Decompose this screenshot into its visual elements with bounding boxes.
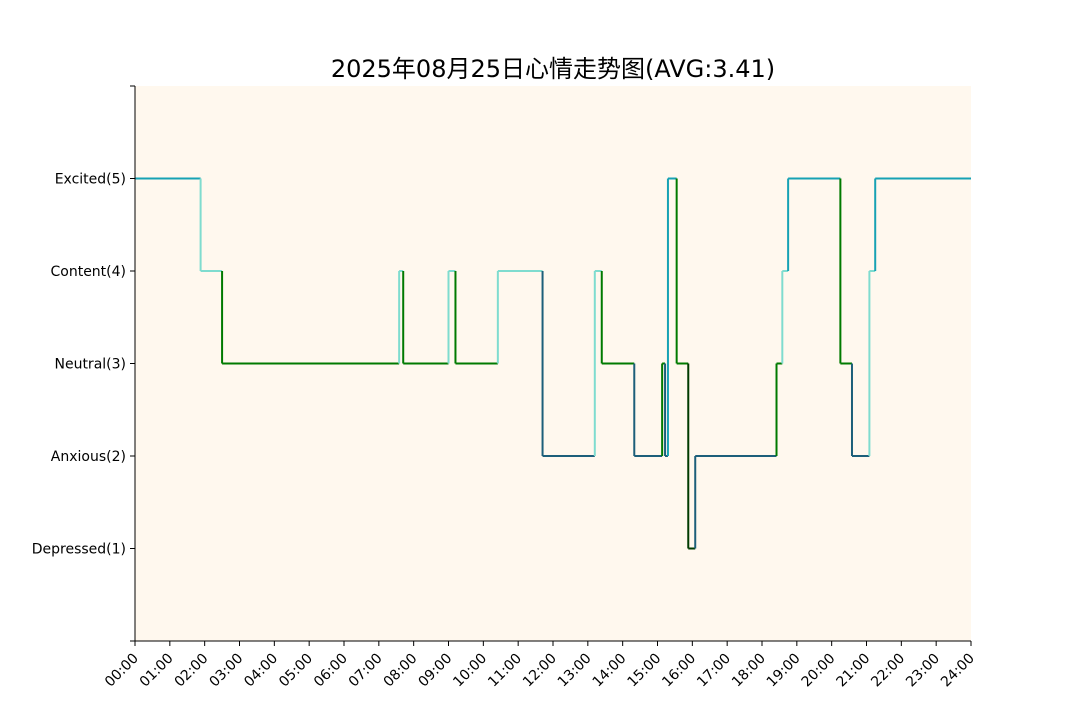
x-tick-label: 01:00 (137, 651, 177, 691)
x-tick-label: 07:00 (346, 651, 386, 691)
x-tick-label: 00:00 (102, 651, 142, 691)
chart-title: 2025年08月25日心情走势图(AVG:3.41) (331, 55, 775, 83)
x-tick-label: 18:00 (729, 651, 769, 691)
x-tick-label: 17:00 (694, 651, 734, 691)
x-tick-label: 16:00 (659, 651, 699, 691)
x-tick-label: 10:00 (450, 651, 490, 691)
x-axis-ticks: 00:0001:0002:0003:0004:0005:0006:0007:00… (102, 641, 978, 690)
y-tick-label: Depressed(1) (32, 542, 126, 558)
x-tick-label: 15:00 (624, 651, 664, 691)
y-axis-ticks: Depressed(1) Anxious(2) Neutral(3) Content(… (32, 85, 135, 642)
x-tick-label: 20:00 (799, 651, 839, 691)
x-tick-label: 21:00 (833, 651, 873, 691)
x-tick-label: 14:00 (590, 651, 630, 691)
x-tick-label: 04:00 (241, 651, 281, 691)
x-tick-label: 24:00 (938, 651, 978, 691)
y-tick-label: Content(4) (50, 264, 126, 280)
x-tick-label: 11:00 (485, 651, 525, 691)
x-tick-label: 22:00 (868, 651, 908, 691)
x-tick-label: 06:00 (311, 651, 351, 691)
x-tick-label: 12:00 (520, 651, 560, 691)
x-tick-label: 03:00 (206, 651, 246, 691)
x-tick-label: 05:00 (276, 651, 316, 691)
x-tick-label: 19:00 (764, 651, 804, 691)
x-tick-label: 13:00 (555, 651, 595, 691)
x-tick-label: 08:00 (381, 651, 421, 691)
x-tick-label: 23:00 (903, 651, 943, 691)
y-tick-label: Excited(5) (55, 172, 126, 188)
x-tick-label: 02:00 (172, 651, 212, 691)
y-tick-label: Neutral(3) (54, 357, 126, 373)
x-tick-label: 09:00 (415, 651, 455, 691)
mood-series (135, 177, 971, 550)
y-tick-label: Anxious(2) (51, 449, 126, 465)
